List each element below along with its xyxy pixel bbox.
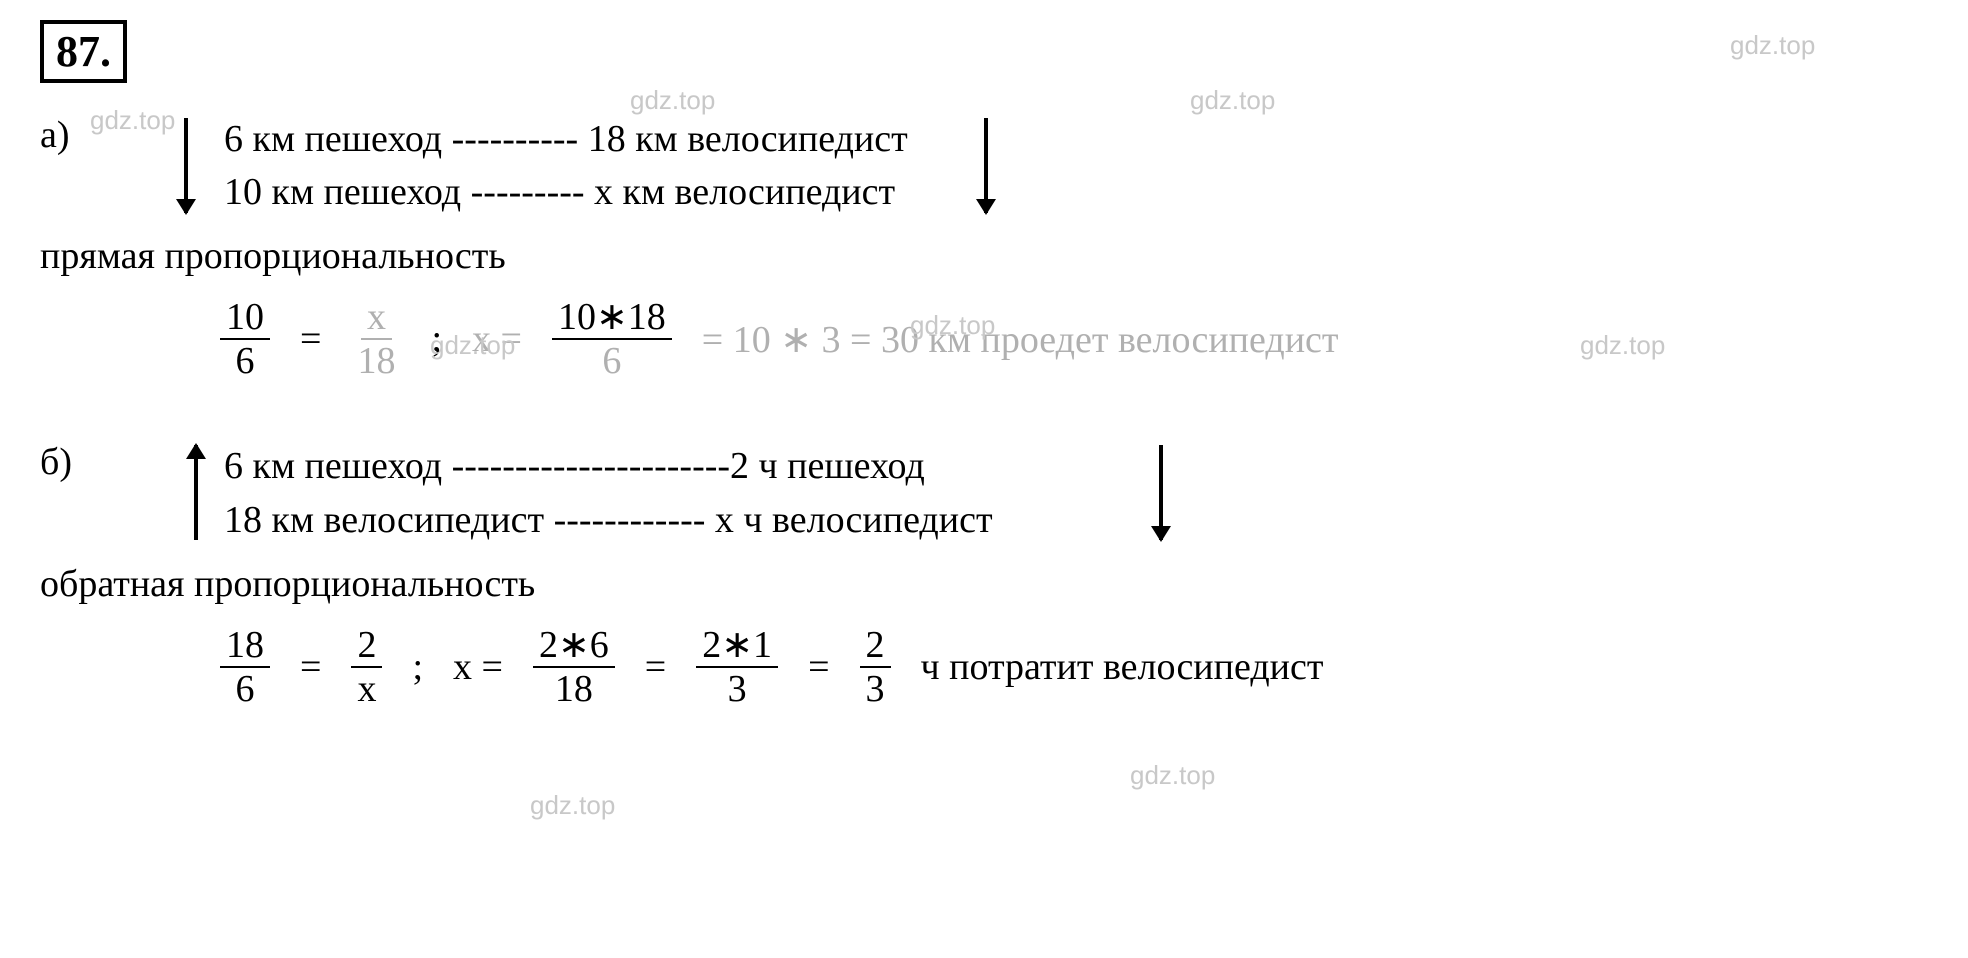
watermark: gdz.top [530, 790, 615, 821]
label-b: б) [40, 440, 140, 484]
label-a: а) [40, 113, 140, 157]
proportion-b: 6 км пешеход ----------------------2 ч п… [224, 440, 993, 546]
frac5-num-b: 2 [860, 626, 891, 668]
arrow-left-a [184, 118, 188, 213]
line2-left-a: 10 км пешеход [224, 171, 461, 213]
line1-right-a: 18 км велосипедист [588, 118, 908, 160]
semicolon-a: ; [431, 317, 442, 361]
watermark: gdz.top [630, 85, 715, 116]
frac2-num-a: x [361, 298, 392, 340]
watermark: gdz.top [1190, 85, 1275, 116]
tail-b: ч потратит велосипедист [921, 645, 1324, 689]
frac4-b: 2∗1 3 [696, 626, 778, 708]
frac1-b: 18 6 [220, 626, 270, 708]
frac4-den-b: 3 [722, 668, 753, 708]
eq2-b: = [645, 645, 666, 689]
type-a: прямая пропорциональность [40, 234, 1928, 278]
eq1-b: = [300, 645, 321, 689]
xeq-a: x = [472, 317, 522, 361]
frac2-den-b: x [351, 668, 382, 708]
watermark: gdz.top [1730, 30, 1815, 61]
frac2-a: x 18 [351, 298, 401, 380]
line1-dash-a: ---------- [442, 118, 588, 160]
problem-number: 87. [40, 20, 127, 83]
eq3-b: = [808, 645, 829, 689]
arrow-right-a [984, 118, 988, 213]
frac1-num-a: 10 [220, 298, 270, 340]
equation-b: 18 6 = 2 x ; x = 2∗6 18 = 2∗1 3 = 2 3 ч … [220, 626, 1928, 708]
frac1-a: 10 6 [220, 298, 270, 380]
proportion-a: 6 км пешеход ---------- 18 км велосипеди… [224, 113, 908, 219]
line1-right-b: 2 ч пешеход [730, 445, 925, 487]
frac3-a: 10∗18 6 [552, 298, 672, 380]
frac2-num-b: 2 [351, 626, 382, 668]
line1-left-b: 6 км пешеход [224, 445, 442, 487]
frac4-num-b: 2∗1 [696, 626, 778, 668]
section-b: б) 6 км пешеход ----------------------2 … [40, 440, 1928, 707]
equation-a: 10 6 = x 18 ; x = 10∗18 6 = 10 ∗ 3 = 30 … [220, 298, 1928, 380]
line1-dash-b: ---------------------- [442, 445, 730, 487]
line1-a: 6 км пешеход ---------- 18 км велосипеди… [224, 113, 908, 166]
frac1-num-b: 18 [220, 626, 270, 668]
arrow-right-b [1159, 445, 1163, 540]
frac3-den-b: 18 [549, 668, 599, 708]
eq1-a: = [300, 317, 321, 361]
xeq-b: x = [453, 645, 503, 689]
frac2-b: 2 x [351, 626, 382, 708]
line2-dash-b: ------------ [544, 499, 715, 541]
line2-right-b: х ч велосипедист [715, 499, 993, 541]
line2-left-b: 18 км велосипедист [224, 499, 544, 541]
watermark: gdz.top [1130, 760, 1215, 791]
frac5-b: 2 3 [860, 626, 891, 708]
line2-right-a: х км велосипедист [594, 171, 895, 213]
frac2-den-a: 18 [351, 340, 401, 380]
semicolon-b: ; [412, 645, 423, 689]
line2-a: 10 км пешеход --------- х км велосипедис… [224, 166, 908, 219]
line1-b: 6 км пешеход ----------------------2 ч п… [224, 440, 993, 493]
frac1-den-a: 6 [230, 340, 261, 380]
frac3-b: 2∗6 18 [533, 626, 615, 708]
arrow-left-b [194, 445, 198, 540]
frac1-den-b: 6 [230, 668, 261, 708]
frac5-den-b: 3 [860, 668, 891, 708]
line2-dash-a: --------- [461, 171, 594, 213]
line2-b: 18 км велосипедист ------------ х ч вело… [224, 494, 993, 547]
frac3-den-a: 6 [596, 340, 627, 380]
section-a: а) 6 км пешеход ---------- 18 км велосип… [40, 113, 1928, 380]
eq2-a: = 10 ∗ 3 = 30 км проедет велосипедист [702, 317, 1339, 362]
frac3-num-b: 2∗6 [533, 626, 615, 668]
frac3-num-a: 10∗18 [552, 298, 672, 340]
type-b: обратная пропорциональность [40, 562, 1928, 606]
line1-left-a: 6 км пешеход [224, 118, 442, 160]
